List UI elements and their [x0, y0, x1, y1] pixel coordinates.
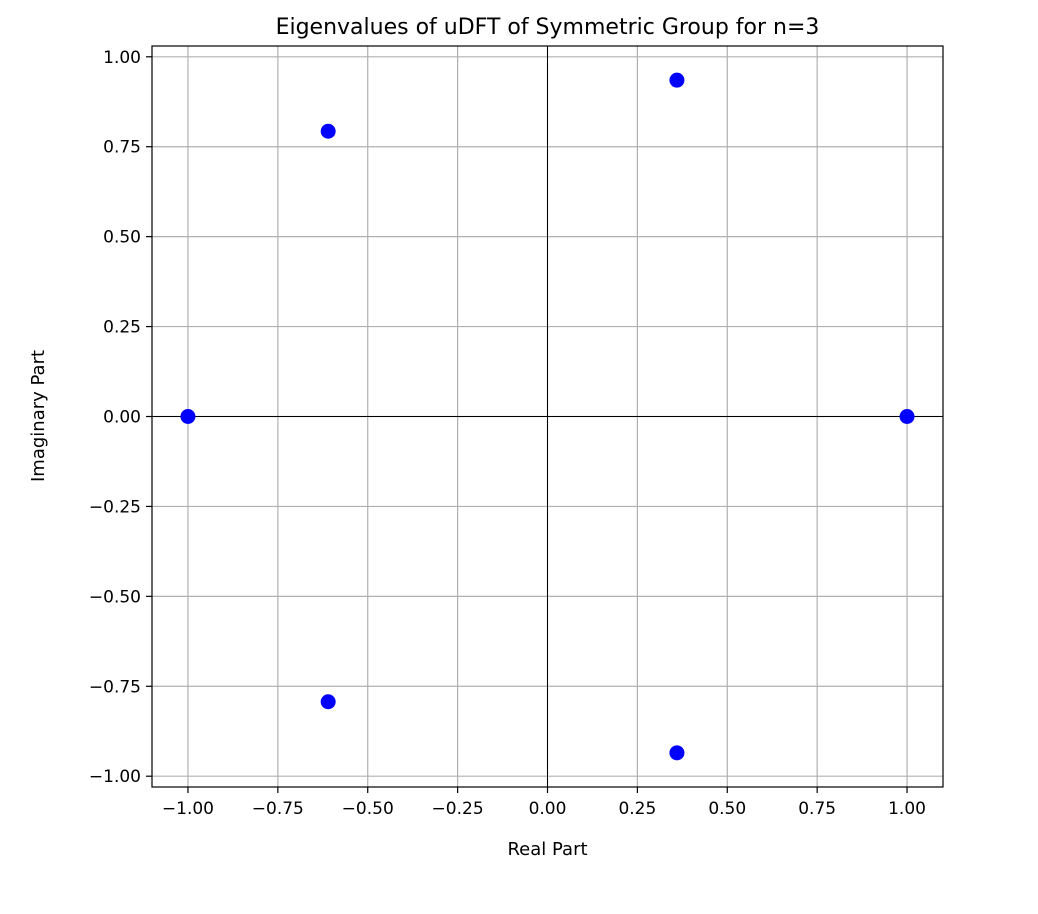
reference-lines [152, 46, 943, 787]
x-axis-label: Real Part [507, 839, 587, 860]
data-point-0 [899, 409, 915, 424]
y-tick-label-7: 0.75 [103, 138, 141, 158]
x-tick-label-8: 1.00 [888, 799, 926, 819]
data-points [180, 72, 915, 761]
x-tick-label-1: −0.75 [252, 799, 304, 819]
y-tick-label-8: 1.00 [103, 48, 141, 68]
data-point-2 [669, 72, 685, 88]
y-tick-label-3: −0.25 [89, 497, 141, 517]
x-tick-label-2: −0.50 [342, 799, 394, 819]
x-tick-label-4: 0.00 [529, 799, 567, 819]
y-tick-label-5: 0.25 [103, 318, 141, 338]
data-point-5 [320, 694, 336, 710]
y-axis-label: Imaginary Part [28, 350, 49, 482]
y-tick-label-1: −0.75 [89, 677, 141, 697]
y-tick-label-4: 0.00 [103, 408, 141, 428]
data-point-4 [320, 123, 336, 139]
x-tick-label-3: −0.25 [432, 799, 484, 819]
x-tick-label-5: 0.25 [618, 799, 656, 819]
data-point-3 [669, 745, 685, 761]
chart-title: Eigenvalues of uDFT of Symmetric Group f… [276, 15, 820, 40]
x-tick-label-0: −1.00 [162, 799, 214, 819]
data-point-1 [180, 409, 196, 424]
y-tick-label-6: 0.50 [103, 228, 141, 248]
y-axis-ticks: −1.00 −0.75 −0.50 −0.25 0.00 0.25 0.50 0.75 1.00 [89, 48, 152, 787]
x-axis-ticks: −1.00 −0.75 −0.50 −0.25 0.00 0.25 0.50 0.75 1.00 [162, 787, 926, 819]
x-tick-label-6: 0.50 [708, 799, 746, 819]
x-tick-label-7: 0.75 [798, 799, 836, 819]
y-tick-label-0: −1.00 [89, 767, 141, 787]
y-tick-label-2: −0.50 [89, 587, 141, 607]
